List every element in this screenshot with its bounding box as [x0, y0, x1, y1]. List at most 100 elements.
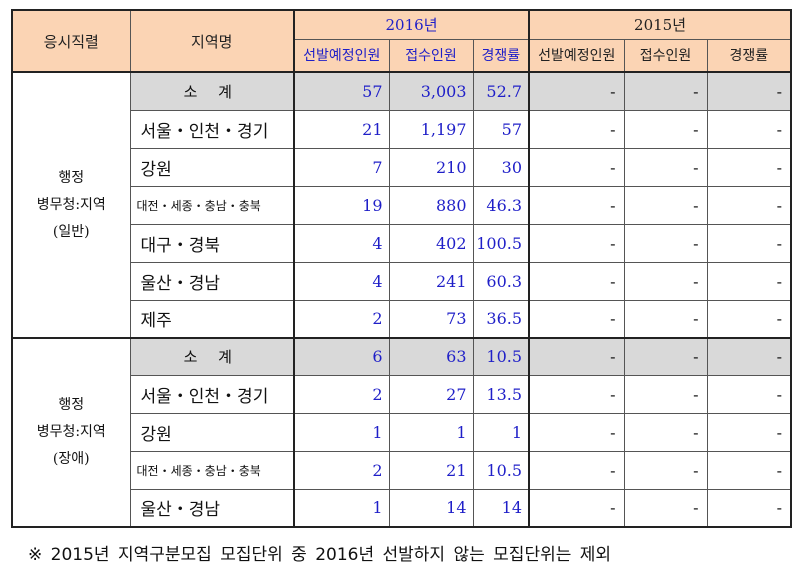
ratio-2016: 100.5: [472, 223, 530, 263]
applied-2016: 1: [388, 412, 474, 452]
footnote: ※ 2015년 지역구분모집 모집단위 중 2016년 선발하지 않는 모집단위…: [28, 545, 612, 565]
applied-2015: -: [623, 261, 708, 301]
header-2016-planned: 선발예정인원: [293, 38, 390, 73]
planned-2015: -: [528, 299, 625, 339]
applied-2016: 1,197: [388, 109, 474, 149]
table-header: 응시직렬 지역명 2016년 2015년 선발예정인원 접수인원 경쟁률 선발예…: [11, 9, 792, 73]
planned-2016: 4: [293, 261, 390, 301]
applied-2016: 402: [388, 223, 474, 263]
header-2016-applied: 접수인원: [388, 38, 474, 73]
region-cell: 서울・인천・경기: [129, 109, 295, 149]
region-cell: 대구・경북: [129, 223, 295, 263]
planned-2015: -: [528, 71, 625, 111]
ratio-2015: -: [706, 412, 792, 452]
header-2016: 2016년: [292, 9, 530, 40]
table-row: 제주 2 73 36.5 - - -: [12, 299, 792, 339]
header-job: 응시직렬: [11, 9, 131, 73]
ratio-2016: 52.7: [472, 71, 530, 111]
region-cell: 서울・인천・경기: [129, 374, 295, 414]
table-row: 서울・인천・경기 21 1,197 57 - - -: [12, 109, 792, 149]
table-row: 울산・경남 1 14 14 - - -: [12, 488, 792, 528]
group-label-line: 행정: [58, 397, 85, 413]
planned-2015: -: [528, 337, 625, 376]
planned-2015: -: [528, 223, 625, 263]
planned-2016: 1: [293, 412, 390, 452]
region-cell: 강원: [129, 147, 295, 187]
ratio-2015: -: [706, 299, 792, 339]
ratio-2016: 13.5: [472, 374, 530, 414]
region-cell: 대전・세종・충남・충북: [129, 450, 295, 490]
planned-2016: 2: [293, 374, 390, 414]
applied-2016: 73: [388, 299, 474, 339]
group-label-line: 병무청:지역: [36, 424, 106, 440]
group-label-line: 병무청:지역: [36, 196, 106, 213]
header-2015-applied: 접수인원: [623, 38, 708, 73]
header-2015: 2015년: [528, 9, 792, 40]
planned-2016: 19: [293, 185, 390, 225]
applied-2016: 210: [388, 147, 474, 187]
applied-2016: 241: [388, 261, 474, 301]
recruitment-table: 응시직렬 지역명 2016년 2015년 선발예정인원 접수인원 경쟁률 선발예…: [11, 9, 793, 528]
group-label: 행정 병무청:지역 (일반): [11, 71, 131, 339]
planned-2015: -: [528, 450, 625, 490]
applied-2015: -: [623, 223, 708, 263]
ratio-2016: 1: [472, 412, 530, 452]
region-cell: 소 계: [129, 337, 295, 376]
planned-2016: 21: [293, 109, 390, 149]
applied-2015: -: [623, 71, 708, 111]
table-row: 강원 1 1 1 - - -: [12, 412, 792, 452]
region-cell: 소 계: [129, 71, 295, 111]
ratio-2015: -: [706, 109, 792, 149]
planned-2016: 57: [293, 71, 390, 111]
applied-2016: 3,003: [388, 71, 474, 111]
table-row: 대전・세종・충남・충북 2 21 10.5 - - -: [12, 450, 792, 490]
applied-2016: 880: [388, 185, 474, 225]
planned-2015: -: [528, 185, 625, 225]
ratio-2016: 36.5: [472, 299, 530, 339]
region-cell: 제주: [129, 299, 295, 339]
ratio-2015: -: [706, 71, 792, 111]
region-cell: 대전・세종・충남・충북: [129, 185, 295, 225]
applied-2015: -: [623, 374, 708, 414]
group-label-line: (일반): [52, 223, 90, 240]
applied-2015: -: [623, 185, 708, 225]
applied-2016: 21: [388, 450, 474, 490]
ratio-2016: 46.3: [472, 185, 530, 225]
ratio-2016: 10.5: [472, 450, 530, 490]
ratio-2016: 57: [472, 109, 530, 149]
ratio-2016: 14: [472, 488, 530, 528]
ratio-2015: -: [706, 223, 792, 263]
header-2015-planned: 선발예정인원: [528, 38, 625, 73]
ratio-2016: 60.3: [472, 261, 530, 301]
region-cell: 강원: [129, 412, 295, 452]
table-row: 대전・세종・충남・충북 19 880 46.3 - - -: [12, 185, 792, 225]
planned-2016: 4: [293, 223, 390, 263]
planned-2016: 6: [293, 337, 390, 376]
table-body: 행정 병무청:지역 (일반) 소 계 57 3,003 52.7 - - - 서…: [11, 71, 792, 528]
planned-2016: 2: [293, 450, 390, 490]
applied-2015: -: [623, 337, 708, 376]
applied-2015: -: [623, 412, 708, 452]
header-region: 지역명: [129, 9, 295, 73]
applied-2016: 14: [388, 488, 474, 528]
header-2015-ratio: 경쟁률: [706, 38, 792, 73]
planned-2016: 7: [293, 147, 390, 187]
table-row: 행정 병무청:지역 (일반) 소 계 57 3,003 52.7 - - -: [11, 71, 792, 339]
region-cell: 울산・경남: [129, 488, 295, 528]
group-label-line: (장애): [52, 451, 90, 467]
applied-2015: -: [623, 147, 708, 187]
applied-2015: -: [623, 488, 708, 528]
ratio-2015: -: [706, 261, 792, 301]
ratio-2015: -: [706, 185, 792, 225]
ratio-2015: -: [706, 147, 792, 187]
planned-2015: -: [528, 412, 625, 452]
table-row: 행정 병무청:지역 (장애) 소 계 6 63 10.5 - - -: [11, 337, 792, 528]
planned-2015: -: [528, 109, 625, 149]
group-label-line: 행정: [58, 169, 85, 186]
header-2016-ratio: 경쟁률: [472, 38, 530, 73]
applied-2015: -: [623, 109, 708, 149]
applied-2015: -: [623, 450, 708, 490]
applied-2015: -: [623, 299, 708, 339]
region-cell: 울산・경남: [129, 261, 295, 301]
planned-2015: -: [528, 261, 625, 301]
